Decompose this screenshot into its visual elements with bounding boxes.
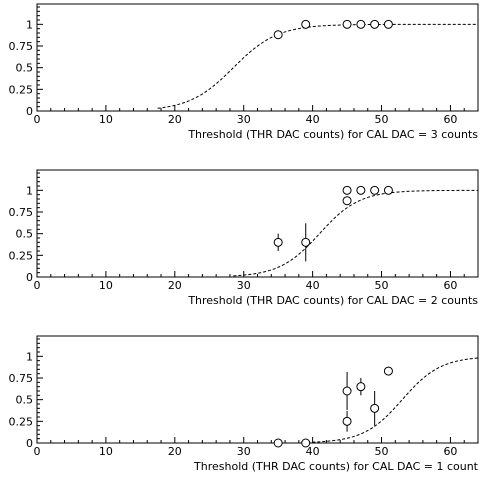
y-tick-label: 0 [26, 271, 33, 284]
y-tick-label: 0.75 [9, 40, 34, 53]
y-tick-label: 0.25 [9, 249, 34, 262]
plot-frame [36, 169, 479, 278]
data-point [273, 438, 283, 448]
y-tick-label: 0.5 [16, 228, 34, 241]
x-tick-label: 60 [443, 113, 457, 126]
x-tick-label: 0 [34, 445, 41, 458]
data-point [301, 237, 311, 247]
x-tick-label: 50 [375, 113, 389, 126]
plot-panel-cal-dac-1: 0 10 20 30 40 50 60 0 0.25 0.5 0.75 1 Threshold (THR… [9, 335, 479, 473]
x-tick-label: 40 [306, 279, 320, 292]
y-tick-label: 1 [26, 18, 33, 31]
x-tick-label: 50 [375, 279, 389, 292]
x-tick-label: 20 [168, 279, 182, 292]
x-tick-label: 40 [306, 113, 320, 126]
x-tick-label: 20 [168, 445, 182, 458]
data-point [342, 19, 352, 29]
x-tick-label: 20 [168, 113, 182, 126]
x-tick-label: 0 [34, 113, 41, 126]
fit-curve [233, 189, 479, 277]
x-tick-label: 10 [99, 279, 113, 292]
data-point [383, 366, 393, 376]
fit-curve [302, 357, 479, 444]
y-tick-label: 1 [26, 350, 33, 363]
x-tick-label: 30 [237, 279, 251, 292]
y-tick-label: 0 [26, 105, 33, 118]
data-point [370, 19, 380, 29]
x-tick-label: 50 [375, 445, 389, 458]
x-axis-label: Threshold (THR DAC counts) for CAL DAC =… [187, 294, 478, 307]
y-tick-label: 0.75 [9, 206, 34, 219]
plot-panel-cal-dac-2: 0 10 20 30 40 50 60 0 0.25 0.5 0.75 1 Threshold (THR… [9, 169, 479, 307]
x-tick-label: 60 [443, 445, 457, 458]
data-point [342, 185, 352, 195]
data-point [370, 403, 380, 413]
plot-panel-cal-dac-3: 0 10 20 30 40 50 60 0 0.25 0.5 0.75 1 Threshold (THR… [9, 3, 479, 141]
fit-curve [157, 23, 478, 109]
y-tick-label: 0.5 [16, 62, 34, 75]
data-point [273, 237, 283, 247]
data-point [342, 196, 352, 206]
data-point [342, 386, 352, 396]
x-axis-label: Threshold (THR DAC counts) for CAL DAC =… [193, 460, 479, 473]
data-point [301, 438, 311, 448]
y-tick-label: 0.25 [9, 83, 34, 96]
x-tick-label: 30 [237, 113, 251, 126]
x-axis-label: Threshold (THR DAC counts) for CAL DAC =… [187, 128, 478, 141]
x-tick-label: 10 [99, 113, 113, 126]
data-point [356, 19, 366, 29]
x-tick-label: 40 [306, 445, 320, 458]
x-tick-label: 10 [99, 445, 113, 458]
x-tick-label: 30 [237, 445, 251, 458]
data-point [370, 185, 380, 195]
data-point [342, 416, 352, 426]
data-point [301, 19, 311, 29]
y-tick-label: 0.75 [9, 372, 34, 385]
data-point [383, 185, 393, 195]
x-tick-label: 0 [34, 279, 41, 292]
y-tick-label: 1 [26, 184, 33, 197]
data-point [356, 382, 366, 392]
data-point [356, 185, 366, 195]
data-point [273, 30, 283, 40]
y-tick-label: 0.25 [9, 415, 34, 428]
y-tick-label: 0 [26, 437, 33, 450]
x-tick-label: 60 [443, 279, 457, 292]
data-point [383, 19, 393, 29]
plot-frame [36, 3, 479, 112]
y-tick-label: 0.5 [16, 394, 34, 407]
